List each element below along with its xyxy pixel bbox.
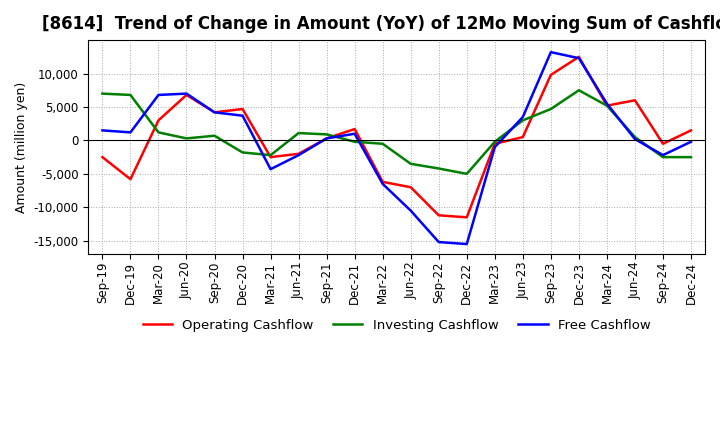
Operating Cashflow	[490, 141, 499, 147]
Investing Cashflow	[266, 153, 275, 158]
Operating Cashflow	[575, 54, 583, 59]
Free Cashflow	[379, 181, 387, 187]
Free Cashflow	[462, 242, 471, 247]
Free Cashflow	[210, 110, 219, 115]
Legend: Operating Cashflow, Investing Cashflow, Free Cashflow: Operating Cashflow, Investing Cashflow, …	[138, 314, 656, 337]
Operating Cashflow	[351, 126, 359, 132]
Free Cashflow	[98, 128, 107, 133]
Title: [8614]  Trend of Change in Amount (YoY) of 12Mo Moving Sum of Cashflows: [8614] Trend of Change in Amount (YoY) o…	[42, 15, 720, 33]
Investing Cashflow	[379, 141, 387, 147]
Operating Cashflow	[182, 92, 191, 98]
Investing Cashflow	[631, 135, 639, 140]
Investing Cashflow	[575, 88, 583, 93]
Operating Cashflow	[659, 141, 667, 147]
Free Cashflow	[351, 131, 359, 136]
Investing Cashflow	[546, 106, 555, 112]
Investing Cashflow	[182, 136, 191, 141]
Free Cashflow	[631, 136, 639, 142]
Investing Cashflow	[434, 166, 443, 171]
Operating Cashflow	[434, 213, 443, 218]
Free Cashflow	[575, 55, 583, 61]
Investing Cashflow	[294, 130, 303, 136]
Investing Cashflow	[323, 132, 331, 137]
Free Cashflow	[154, 92, 163, 98]
Investing Cashflow	[518, 118, 527, 123]
Operating Cashflow	[154, 118, 163, 123]
Operating Cashflow	[546, 72, 555, 77]
Y-axis label: Amount (million yen): Amount (million yen)	[15, 81, 28, 213]
Operating Cashflow	[126, 176, 135, 182]
Free Cashflow	[182, 91, 191, 96]
Free Cashflow	[490, 144, 499, 150]
Free Cashflow	[518, 114, 527, 120]
Line: Free Cashflow: Free Cashflow	[102, 52, 691, 244]
Free Cashflow	[659, 153, 667, 158]
Line: Operating Cashflow: Operating Cashflow	[102, 57, 691, 217]
Investing Cashflow	[687, 154, 696, 160]
Free Cashflow	[603, 101, 611, 106]
Investing Cashflow	[603, 103, 611, 108]
Investing Cashflow	[406, 161, 415, 166]
Investing Cashflow	[238, 150, 247, 155]
Free Cashflow	[238, 113, 247, 118]
Operating Cashflow	[266, 154, 275, 160]
Investing Cashflow	[490, 139, 499, 144]
Free Cashflow	[266, 166, 275, 172]
Operating Cashflow	[98, 154, 107, 160]
Investing Cashflow	[462, 171, 471, 176]
Operating Cashflow	[603, 103, 611, 108]
Operating Cashflow	[294, 151, 303, 157]
Investing Cashflow	[351, 139, 359, 144]
Operating Cashflow	[379, 179, 387, 184]
Free Cashflow	[434, 239, 443, 245]
Operating Cashflow	[406, 185, 415, 190]
Operating Cashflow	[462, 215, 471, 220]
Operating Cashflow	[631, 98, 639, 103]
Free Cashflow	[687, 139, 696, 144]
Investing Cashflow	[126, 92, 135, 98]
Investing Cashflow	[659, 154, 667, 160]
Free Cashflow	[323, 136, 331, 141]
Line: Investing Cashflow: Investing Cashflow	[102, 90, 691, 174]
Investing Cashflow	[98, 91, 107, 96]
Operating Cashflow	[238, 106, 247, 112]
Free Cashflow	[406, 208, 415, 213]
Operating Cashflow	[687, 128, 696, 133]
Investing Cashflow	[210, 133, 219, 138]
Free Cashflow	[126, 130, 135, 135]
Operating Cashflow	[323, 136, 331, 141]
Free Cashflow	[546, 50, 555, 55]
Operating Cashflow	[210, 110, 219, 115]
Free Cashflow	[294, 153, 303, 158]
Operating Cashflow	[518, 135, 527, 140]
Investing Cashflow	[154, 130, 163, 135]
